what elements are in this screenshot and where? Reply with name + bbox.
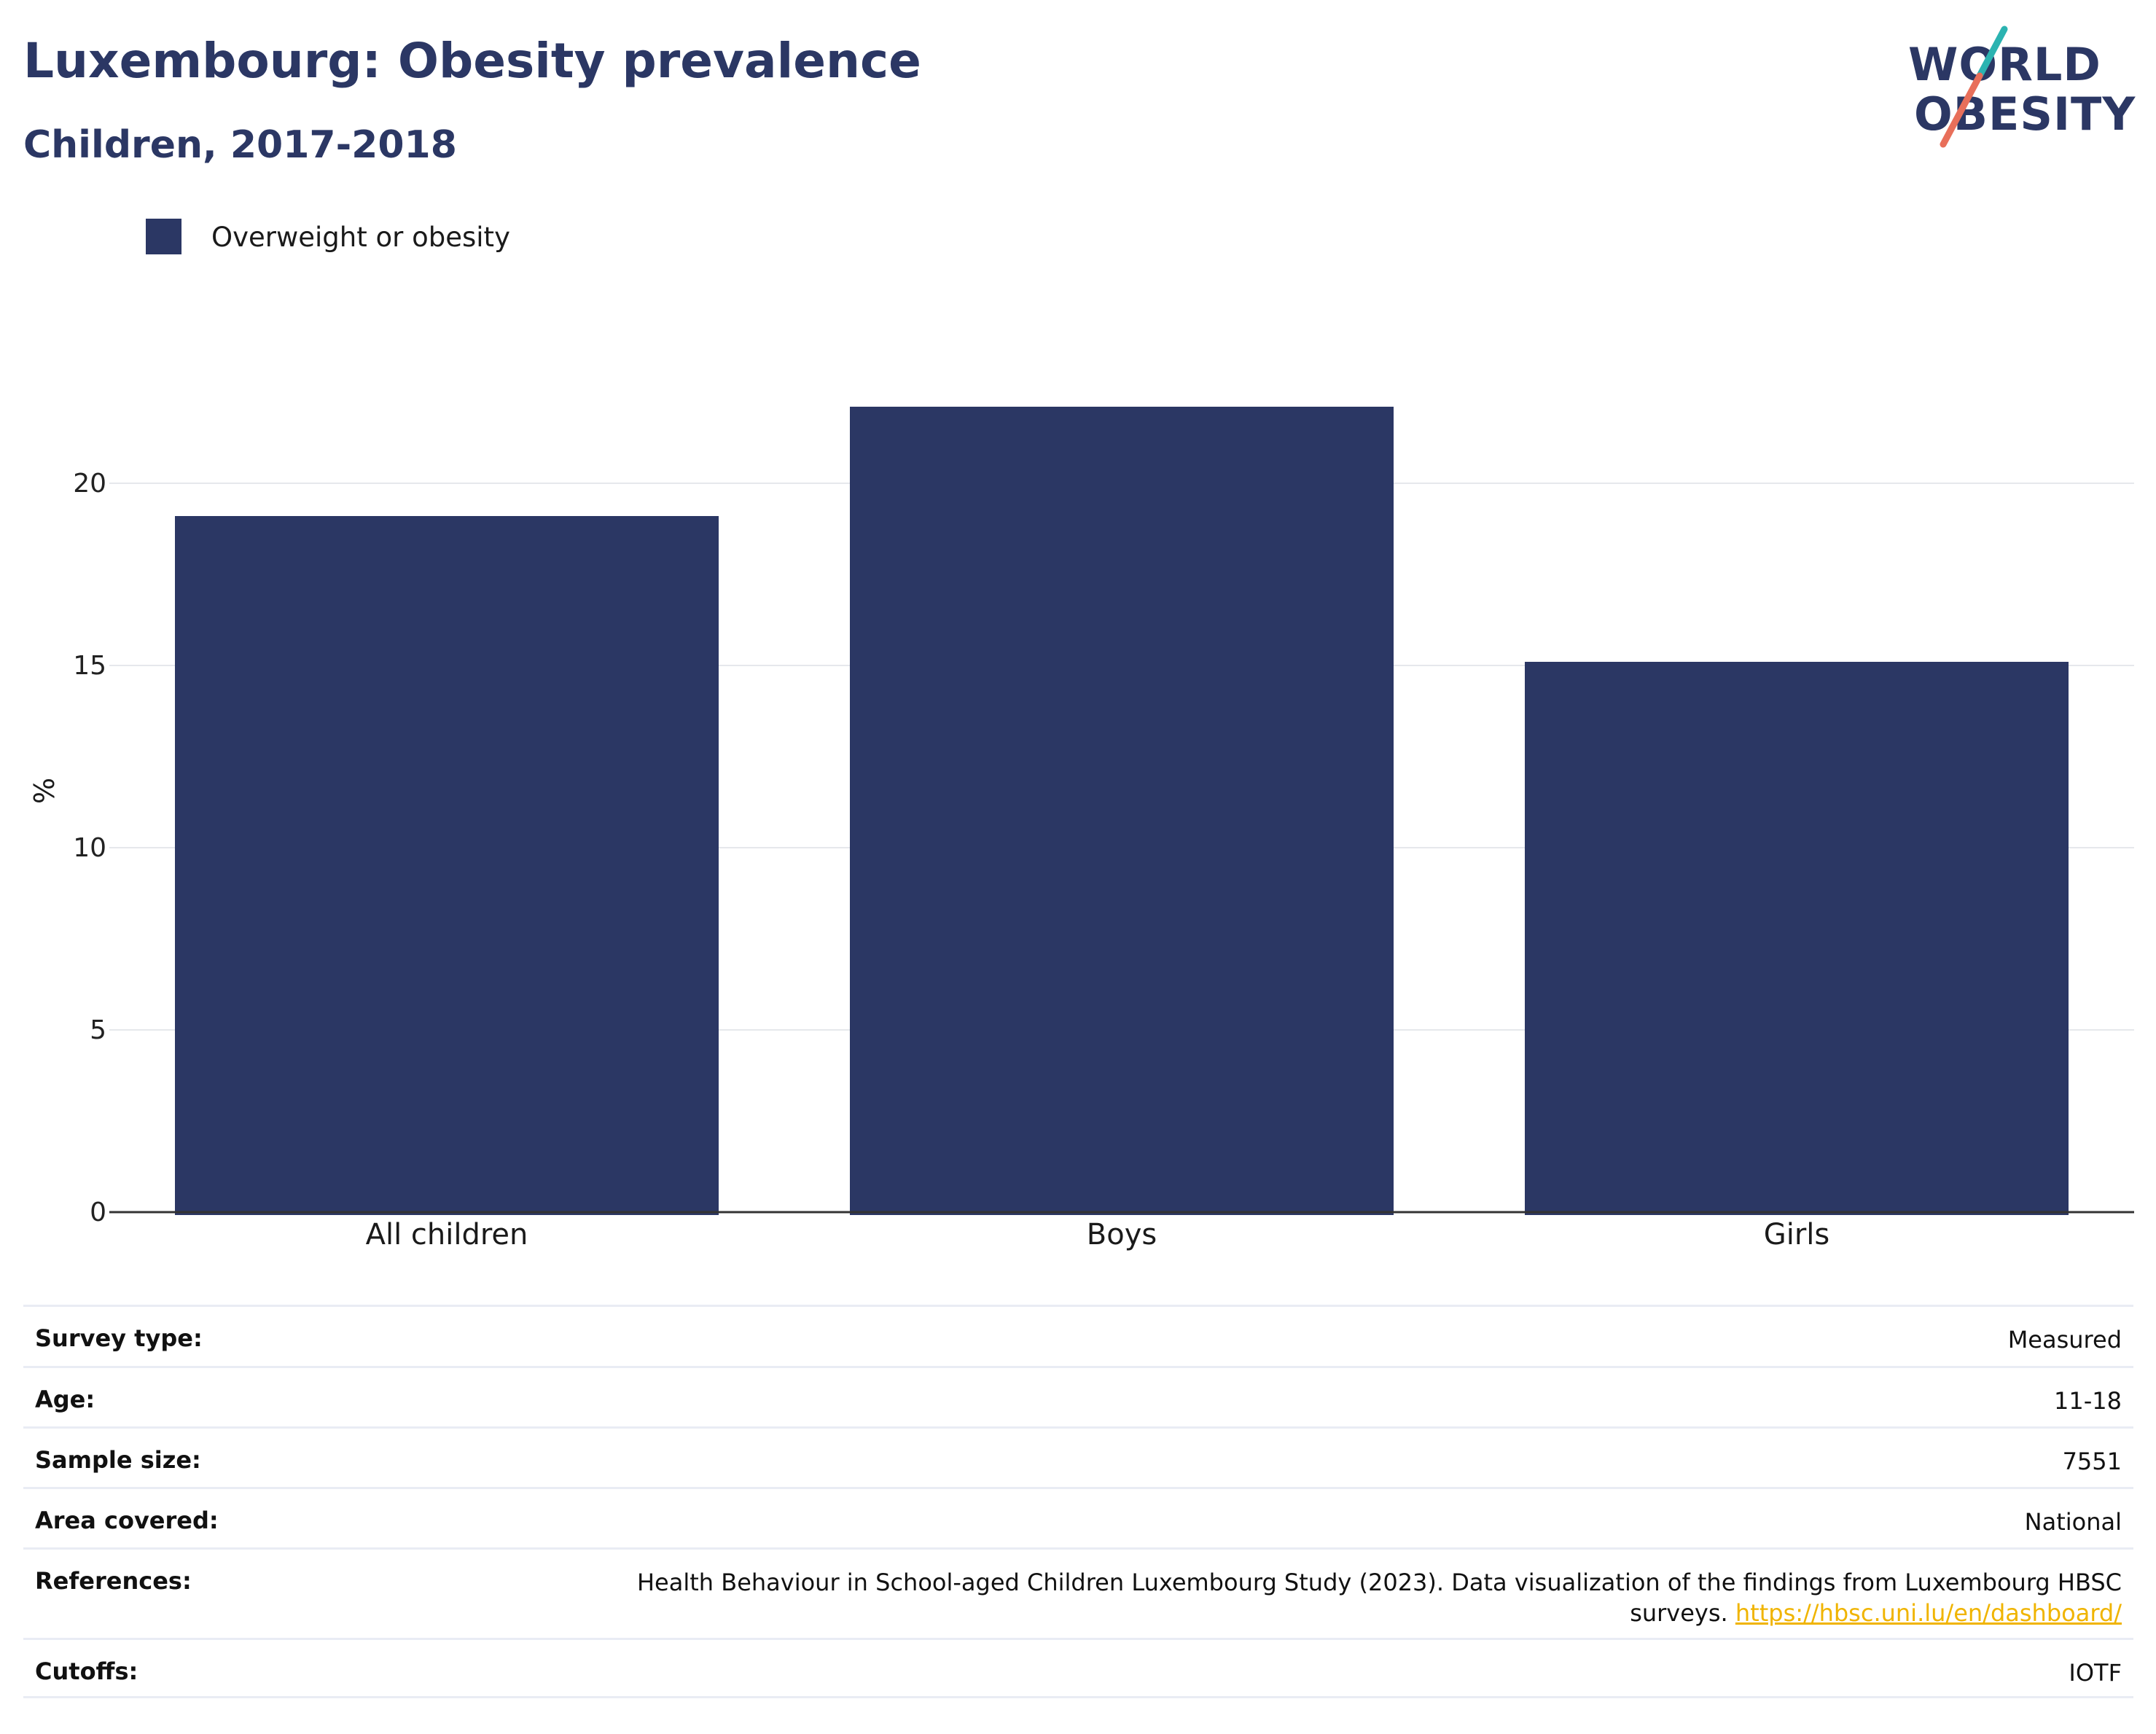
x-tick-label-boys: Boys: [1087, 1218, 1157, 1251]
x-tick-label-all-children: All children: [366, 1218, 528, 1251]
legend-swatch-overweight: [146, 219, 181, 254]
chart-subtitle: Children, 2017-2018: [23, 123, 457, 167]
y-tick-label-10: 10: [73, 833, 106, 863]
y-tick-label-15: 15: [73, 651, 106, 681]
meta-row-area-covered: Area covered: National: [23, 1487, 2133, 1547]
meta-row-references: References: Health Behaviour in School-a…: [23, 1547, 2133, 1638]
x-tick-label-girls: Girls: [1764, 1218, 1830, 1251]
bar-all-children[interactable]: [175, 516, 719, 1215]
meta-row-sample-size: Sample size: 7551: [23, 1426, 2133, 1487]
y-axis-label: %: [28, 778, 60, 804]
bar-chart: 0 5 10 15 20 All children Boys Girls %: [28, 407, 2134, 1251]
meta-label: Survey type:: [35, 1324, 203, 1352]
bar-boys[interactable]: [850, 407, 1394, 1215]
meta-row-age: Age: 11-18: [23, 1366, 2133, 1426]
survey-metadata-table: Survey type: Measured Age: 11-18 Sample …: [23, 1305, 2133, 1698]
references-text-line-2: surveys.: [1630, 1599, 1728, 1627]
axes: 0 5 10 15 20 All children Boys Girls: [73, 469, 2134, 1251]
references-text: Health Behaviour in School-aged Children…: [636, 1569, 2122, 1596]
bars: [175, 407, 2069, 1215]
meta-label: Sample size:: [35, 1446, 201, 1474]
legend-label-overweight: Overweight or obesity: [211, 222, 510, 253]
meta-label: References:: [35, 1567, 192, 1595]
meta-label: Cutoffs:: [35, 1657, 138, 1685]
meta-value: IOTF: [2069, 1659, 2122, 1687]
meta-value: Health Behaviour in School-aged Children…: [445, 1567, 2122, 1628]
logo-line-1: WORLD: [1908, 38, 2101, 91]
bar-girls[interactable]: [1525, 662, 2069, 1215]
meta-value: 11-18: [2054, 1387, 2122, 1415]
logo-slash-icon: [1940, 26, 2008, 148]
meta-value: National: [2024, 1508, 2122, 1536]
meta-label: Age:: [35, 1386, 95, 1413]
y-tick-label-5: 5: [90, 1015, 106, 1045]
meta-value: Measured: [2007, 1326, 2122, 1354]
meta-label: Area covered:: [35, 1507, 219, 1534]
meta-row-survey-type: Survey type: Measured: [23, 1305, 2133, 1366]
y-tick-label-20: 20: [73, 469, 106, 499]
references-link[interactable]: https://hbsc.uni.lu/en/dashboard/: [1735, 1599, 2122, 1627]
meta-row-cutoffs: Cutoffs: IOTF: [23, 1638, 2133, 1698]
chart-title: Luxembourg: Obesity prevalence: [23, 33, 921, 89]
meta-value: 7551: [2062, 1448, 2122, 1475]
world-obesity-logo[interactable]: WORLD OBESITY: [1895, 22, 2143, 153]
y-tick-label-0: 0: [90, 1198, 106, 1227]
